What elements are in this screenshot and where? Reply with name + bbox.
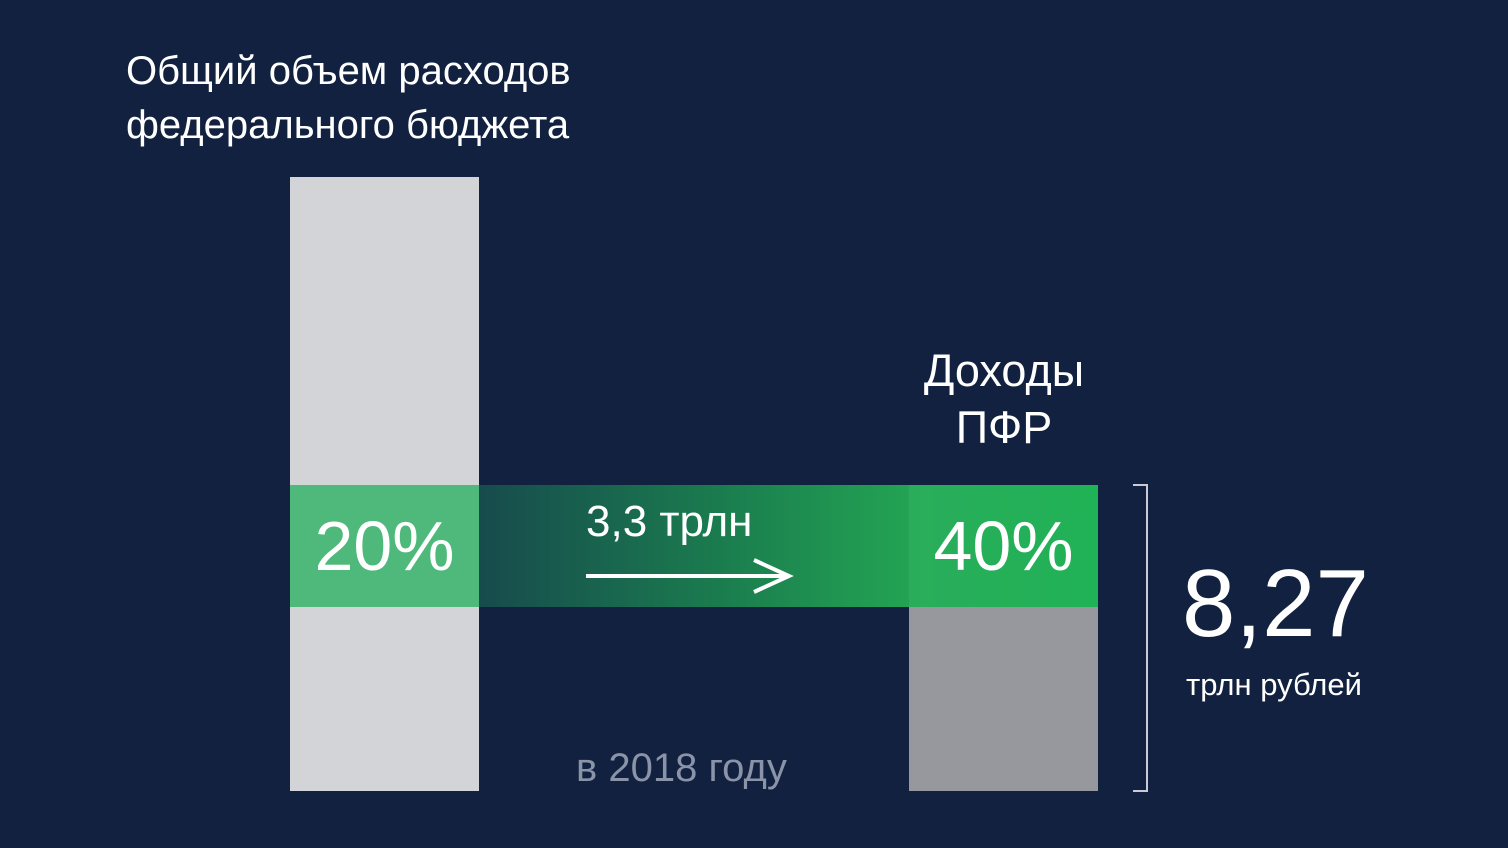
transfer-arrow-icon: [586, 558, 794, 594]
right-bar-title-line-2: ПФР: [955, 402, 1053, 453]
left-bar-title-line-1: Общий объем расходов: [126, 49, 571, 93]
federal-expenses-bar: [290, 177, 479, 791]
left-bar-title: Общий объем расходов федерального бюджет…: [126, 44, 686, 152]
pension-fund-share-label: 40%: [933, 507, 1074, 585]
federal-expenses-share-label: 20%: [314, 507, 455, 585]
right-bar-title: Доходы ПФР: [900, 342, 1108, 456]
transfer-highlight-band: [290, 485, 1098, 607]
year-footnote: в 2018 году: [576, 746, 787, 790]
pension-fund-revenue-remainder-bar: [909, 607, 1098, 791]
pension-fund-total-value: 8,27: [1182, 550, 1369, 657]
left-bar-title-line-2: федерального бюджета: [126, 103, 570, 147]
transfer-amount-label: 3,3 трлн: [586, 497, 753, 546]
pension-fund-total-unit: трлн рублей: [1186, 667, 1362, 702]
total-bracket-icon: [1133, 484, 1148, 792]
right-bar-title-line-1: Доходы: [923, 345, 1085, 396]
